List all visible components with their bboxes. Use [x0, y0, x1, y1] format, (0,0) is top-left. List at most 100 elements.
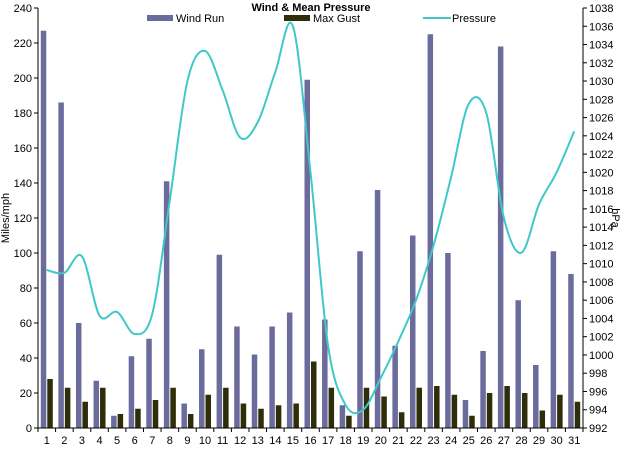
x-tick-label: 23: [427, 435, 439, 447]
bar-max-gust: [574, 401, 581, 428]
y2-tick-label: 1032: [589, 58, 613, 70]
bar-max-gust: [258, 408, 264, 428]
x-tick-label: 3: [79, 435, 85, 447]
bar-max-gust: [64, 387, 71, 428]
legend-swatch-max-gust: [284, 15, 310, 21]
x-tick-label: 8: [167, 435, 173, 447]
y-axis-label: Miles/mph: [0, 193, 12, 243]
x-tick-label: 31: [568, 435, 580, 447]
bar-max-gust: [152, 400, 159, 428]
y-tick-label: 240: [14, 3, 32, 15]
y2-tick-label: 1002: [589, 332, 613, 344]
pressure-line: [46, 22, 576, 415]
bar-wind-run: [550, 251, 557, 428]
x-tick-label: 18: [340, 435, 352, 447]
bar-wind-run: [40, 30, 47, 428]
y-tick-label: 60: [20, 318, 32, 330]
bar-wind-run: [234, 326, 240, 428]
bar-wind-run: [427, 34, 434, 428]
x-tick-label: 20: [375, 435, 387, 447]
bar-max-gust: [346, 415, 352, 428]
bar-max-gust: [117, 414, 124, 428]
bar-wind-run: [304, 79, 310, 428]
bar-max-gust: [275, 405, 282, 428]
bar-max-gust: [416, 387, 422, 428]
y2-tick-label: 1018: [589, 186, 613, 198]
bar-max-gust: [293, 403, 299, 428]
x-tick-label: 22: [410, 435, 422, 447]
x-tick-label: 21: [392, 435, 404, 447]
bar-wind-run: [111, 415, 117, 428]
bar-max-gust: [363, 387, 370, 428]
bar-max-gust: [486, 393, 493, 428]
bar-wind-run: [181, 403, 187, 428]
pressure-line-group: [46, 22, 576, 415]
bar-wind-run: [462, 400, 469, 428]
x-tick-label: 12: [234, 435, 246, 447]
y-tick-label: 40: [20, 353, 32, 365]
y2-tick-label: 1024: [589, 131, 613, 143]
y2-axis-label: hPa: [609, 208, 621, 228]
y-tick-label: 100: [14, 248, 32, 260]
bar-max-gust: [82, 401, 88, 428]
bar-max-gust: [311, 361, 317, 428]
x-tick-label: 19: [357, 435, 369, 447]
x-tick-label: 26: [480, 435, 492, 447]
bar-max-gust: [521, 393, 528, 428]
ticks-group: 0204060801001201401601802002202409929949…: [14, 3, 614, 447]
bar-max-gust: [240, 403, 247, 428]
bar-wind-run: [515, 300, 521, 428]
bar-wind-run: [286, 312, 293, 428]
bars-group: [40, 30, 581, 428]
bar-wind-run: [216, 254, 223, 428]
y2-tick-label: 1012: [589, 240, 613, 252]
bar-wind-run: [75, 323, 82, 428]
x-tick-label: 5: [114, 435, 120, 447]
y2-tick-label: 1038: [589, 3, 613, 15]
y2-tick-label: 992: [589, 423, 607, 435]
y2-tick-label: 1020: [589, 167, 613, 179]
x-tick-label: 10: [199, 435, 211, 447]
bar-wind-run: [480, 351, 486, 428]
bar-max-gust: [557, 394, 563, 428]
bar-wind-run: [357, 251, 363, 428]
y2-tick-label: 1000: [589, 350, 613, 362]
bar-wind-run: [339, 405, 346, 428]
x-tick-label: 11: [217, 435, 228, 447]
bar-max-gust: [539, 410, 546, 428]
bar-wind-run: [497, 46, 504, 428]
bar-max-gust: [205, 394, 212, 428]
bar-max-gust: [100, 387, 106, 428]
legend: Wind Run Max Gust Pressure: [147, 13, 496, 25]
y2-tick-label: 1004: [589, 313, 613, 325]
bar-wind-run: [199, 349, 205, 428]
y2-tick-label: 1028: [589, 94, 613, 106]
y-tick-label: 20: [20, 388, 32, 400]
y-tick-label: 200: [14, 73, 32, 85]
bar-max-gust: [398, 412, 405, 428]
bar-wind-run: [58, 102, 64, 428]
bar-max-gust: [469, 415, 475, 428]
bar-wind-run: [409, 235, 416, 428]
bar-max-gust: [451, 394, 458, 428]
y2-tick-label: 1030: [589, 76, 613, 88]
x-tick-label: 24: [445, 435, 457, 447]
y2-tick-label: 996: [589, 386, 607, 398]
bar-max-gust: [187, 414, 194, 428]
bar-wind-run: [322, 319, 328, 428]
bar-wind-run: [392, 345, 398, 428]
x-tick-label: 9: [184, 435, 190, 447]
x-tick-label: 13: [252, 435, 264, 447]
y2-tick-label: 994: [589, 405, 607, 417]
y-tick-label: 140: [14, 178, 32, 190]
x-tick-label: 1: [44, 435, 50, 447]
y-tick-label: 220: [14, 38, 32, 50]
bar-wind-run: [445, 253, 451, 428]
y-tick-label: 80: [20, 283, 32, 295]
legend-swatch-wind-run: [147, 15, 173, 21]
bar-wind-run: [533, 365, 539, 428]
x-tick-label: 30: [551, 435, 563, 447]
bar-wind-run: [93, 380, 100, 428]
y2-tick-label: 1016: [589, 204, 613, 216]
